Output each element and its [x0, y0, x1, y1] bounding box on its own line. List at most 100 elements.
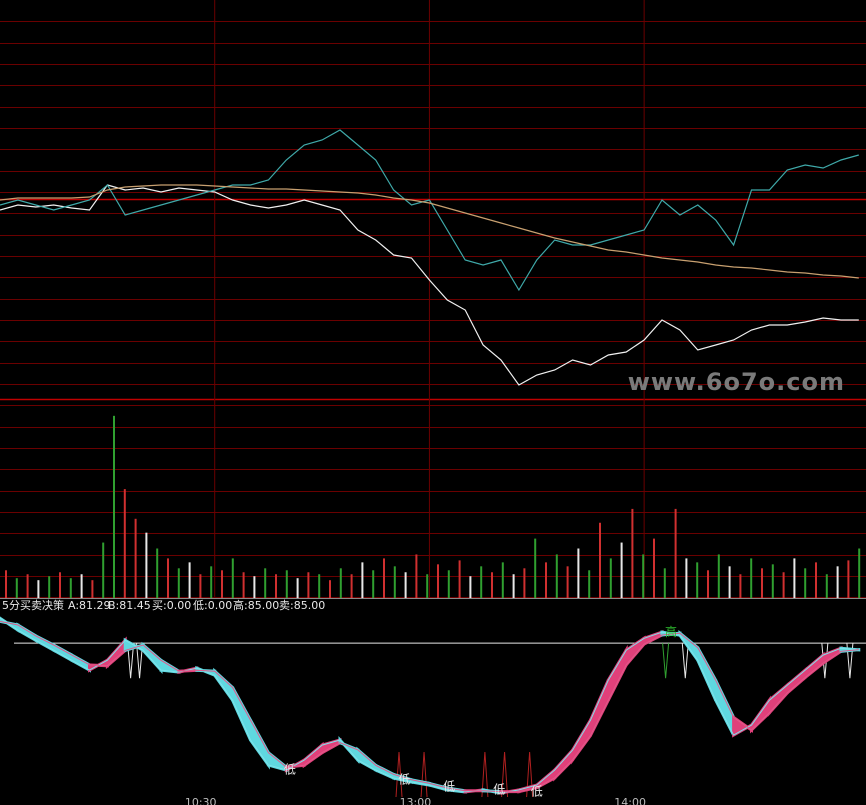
volume-bar	[253, 576, 256, 598]
volume-bar	[663, 568, 666, 598]
volume-bar	[685, 558, 688, 598]
volume-bar	[620, 542, 623, 598]
volume-bar	[501, 562, 504, 598]
indicator-line	[0, 617, 859, 794]
volume-bar	[372, 570, 375, 598]
sell-signal	[136, 643, 144, 679]
volume-bar	[415, 554, 418, 598]
volume-bar	[102, 542, 105, 598]
volume-bar	[782, 572, 785, 598]
volume-bar	[221, 570, 223, 598]
volume-bar	[599, 522, 601, 598]
volume-bar	[588, 570, 591, 598]
volume-bar	[642, 554, 645, 598]
volume-bar	[296, 578, 299, 598]
volume-bar	[847, 560, 850, 598]
readout: A:81.29	[68, 599, 111, 612]
sell-signal	[681, 643, 689, 679]
volume-bar	[696, 562, 699, 598]
volume-bar	[91, 580, 94, 598]
signal-label: 低	[531, 784, 543, 798]
volume-bar	[242, 572, 245, 598]
volume-bar	[231, 558, 234, 598]
volume-bar	[123, 489, 126, 598]
volume-bar	[555, 554, 558, 598]
volume-bar	[134, 518, 137, 598]
volume-bar	[318, 574, 321, 598]
volume-bar	[566, 566, 569, 598]
signal-label: 低	[443, 780, 455, 794]
readout: 买:0.00	[152, 599, 191, 612]
volume-bar	[426, 574, 429, 598]
buy-signal	[395, 751, 403, 798]
x-tick-label: 13:00	[400, 796, 432, 805]
volume-bar	[48, 576, 51, 598]
volume-bar	[404, 572, 407, 598]
volume-bar	[480, 566, 483, 598]
volume-bar	[447, 570, 450, 598]
volume-bar	[156, 548, 159, 598]
volume-bar	[707, 570, 709, 598]
volume-bar	[350, 574, 353, 598]
volume-bar	[523, 568, 526, 598]
volume-bar	[825, 574, 828, 598]
volume-bar	[512, 574, 515, 598]
volume-bar	[145, 532, 148, 598]
price-line	[0, 129, 859, 292]
volume-bar	[307, 572, 310, 598]
volume-bar	[793, 558, 796, 598]
readout: 卖:85.00	[279, 599, 325, 612]
volume-bar	[836, 566, 839, 598]
indicator-line	[0, 620, 859, 793]
signal-label: 低	[493, 782, 505, 796]
volume-bar	[329, 580, 331, 598]
volume-bar	[339, 568, 342, 598]
volume-bar	[577, 548, 580, 598]
buy-signal	[501, 751, 509, 798]
volume-bar	[815, 562, 817, 598]
volume-bar	[69, 578, 72, 598]
signal-label: 高	[665, 624, 677, 639]
price-line	[0, 184, 859, 279]
volume-bar	[674, 508, 677, 598]
signal-label: 低	[398, 772, 410, 786]
volume-bar	[285, 570, 288, 598]
volume-bar	[26, 574, 29, 598]
sell-signal	[846, 643, 854, 679]
volume-bar	[858, 548, 861, 598]
volume-bar	[534, 538, 537, 598]
volume-bar	[188, 562, 191, 598]
buy-signal	[526, 751, 534, 798]
readout: 低:0.00	[193, 599, 232, 612]
volume-bar	[653, 538, 655, 598]
volume-bar	[37, 580, 40, 598]
volume-bar	[167, 558, 169, 598]
signal-label: 低	[284, 763, 296, 777]
grid	[0, 0, 866, 599]
watermark: www.6o7o.com	[628, 368, 845, 396]
volume-bar	[210, 566, 213, 598]
volume-bar	[199, 574, 202, 598]
volume-bar	[113, 415, 115, 598]
volume-bar	[761, 568, 763, 598]
volume-bar	[631, 508, 634, 598]
volume-bar	[15, 578, 18, 598]
volume-bar	[491, 572, 493, 598]
sell-signal	[662, 643, 670, 679]
volume-bar	[545, 562, 547, 598]
volume-bar	[59, 572, 61, 598]
x-tick-label: 10:30	[185, 796, 217, 805]
volume-bar	[393, 566, 396, 598]
volume-bar	[458, 560, 461, 598]
volume-bar	[383, 558, 385, 598]
buy-signal	[481, 751, 489, 798]
volume-bar	[5, 570, 7, 598]
volume-bar	[275, 574, 277, 598]
volume-bar	[750, 558, 753, 598]
volume-bar	[728, 566, 731, 598]
sell-signal	[127, 643, 135, 679]
volume-bar	[361, 562, 364, 598]
price-line	[0, 184, 859, 386]
